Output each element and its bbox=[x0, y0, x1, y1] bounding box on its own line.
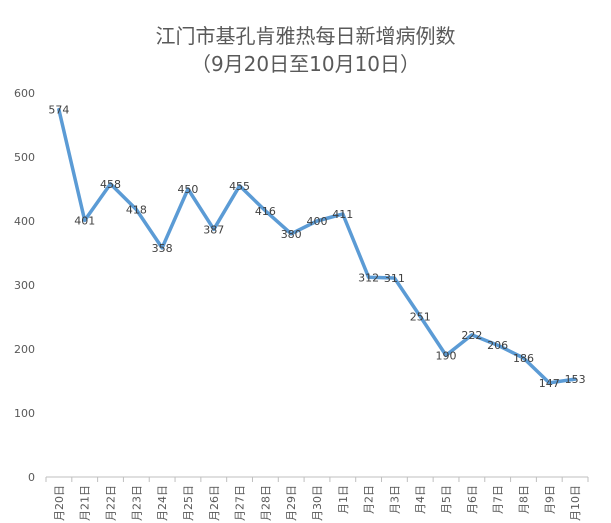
data-label: 206 bbox=[487, 339, 508, 352]
data-label: 153 bbox=[565, 373, 586, 386]
x-tick-label: 月20日 bbox=[53, 485, 66, 521]
x-axis: 月20日 月21日 月22日 月23日 月24日 月25日 月26日 月27日 月28日 月29日… bbox=[45, 476, 589, 521]
data-label: 400 bbox=[307, 215, 328, 228]
x-tick-label: 月10日 bbox=[569, 485, 582, 521]
data-label: 450 bbox=[177, 183, 198, 196]
y-tick-label: 500 bbox=[14, 151, 35, 164]
data-labels: 574 401 458 418 358 450 387 455 416 380 400 411 312 3… bbox=[48, 104, 586, 390]
y-tick-label: 200 bbox=[14, 343, 35, 356]
y-tick-label: 100 bbox=[14, 407, 35, 420]
chart-subtitle: （9月20日至10月10日） bbox=[190, 52, 421, 76]
x-tick-label: 月9日 bbox=[543, 485, 556, 514]
chart-title: 江门市基孔肯雅热每日新增病例数 bbox=[155, 24, 456, 48]
x-tick-label: 月25日 bbox=[182, 485, 195, 521]
data-label: 401 bbox=[74, 214, 95, 227]
x-tick-label: 月2日 bbox=[363, 485, 376, 514]
data-label: 458 bbox=[100, 178, 121, 191]
data-label: 455 bbox=[229, 180, 250, 193]
x-tick-label: 月4日 bbox=[414, 485, 427, 514]
data-label: 251 bbox=[410, 310, 431, 323]
x-tick-label: 月1日 bbox=[337, 485, 350, 514]
x-tick-label: 月30日 bbox=[311, 485, 324, 521]
data-label: 312 bbox=[358, 271, 379, 284]
data-label: 358 bbox=[152, 242, 173, 255]
x-tick-label: 月23日 bbox=[130, 485, 143, 521]
x-tick-label: 月26日 bbox=[208, 485, 221, 521]
x-tick-label: 月6日 bbox=[466, 485, 479, 514]
x-tick-label: 月29日 bbox=[285, 485, 298, 521]
data-label: 186 bbox=[513, 352, 534, 365]
x-tick-label: 月5日 bbox=[440, 485, 453, 514]
x-tick-label: 月28日 bbox=[259, 485, 272, 521]
x-tick-label: 月7日 bbox=[492, 485, 505, 514]
data-label: 574 bbox=[48, 104, 69, 117]
x-tick-label: 月3日 bbox=[388, 485, 401, 514]
x-tick-label: 月24日 bbox=[156, 485, 169, 521]
data-label: 411 bbox=[332, 208, 353, 221]
x-tick-label: 月8日 bbox=[517, 485, 530, 514]
data-label: 147 bbox=[539, 377, 560, 390]
data-label: 416 bbox=[255, 205, 276, 218]
x-tick-label: 月22日 bbox=[105, 485, 118, 521]
y-tick-label: 0 bbox=[28, 471, 35, 484]
y-axis: 0 100 200 300 400 500 600 bbox=[14, 87, 35, 484]
y-tick-label: 600 bbox=[14, 87, 35, 100]
series-polyline bbox=[57, 107, 577, 385]
data-label: 387 bbox=[203, 223, 224, 236]
data-label: 190 bbox=[436, 349, 457, 362]
data-label: 418 bbox=[126, 203, 147, 216]
data-label: 311 bbox=[384, 272, 405, 285]
series-line bbox=[57, 107, 577, 385]
y-tick-label: 300 bbox=[14, 279, 35, 292]
y-tick-label: 400 bbox=[14, 215, 35, 228]
data-label: 380 bbox=[281, 228, 302, 241]
x-tick-label: 月21日 bbox=[79, 485, 92, 521]
x-tick-label: 月27日 bbox=[234, 485, 247, 521]
data-label: 222 bbox=[461, 329, 482, 342]
